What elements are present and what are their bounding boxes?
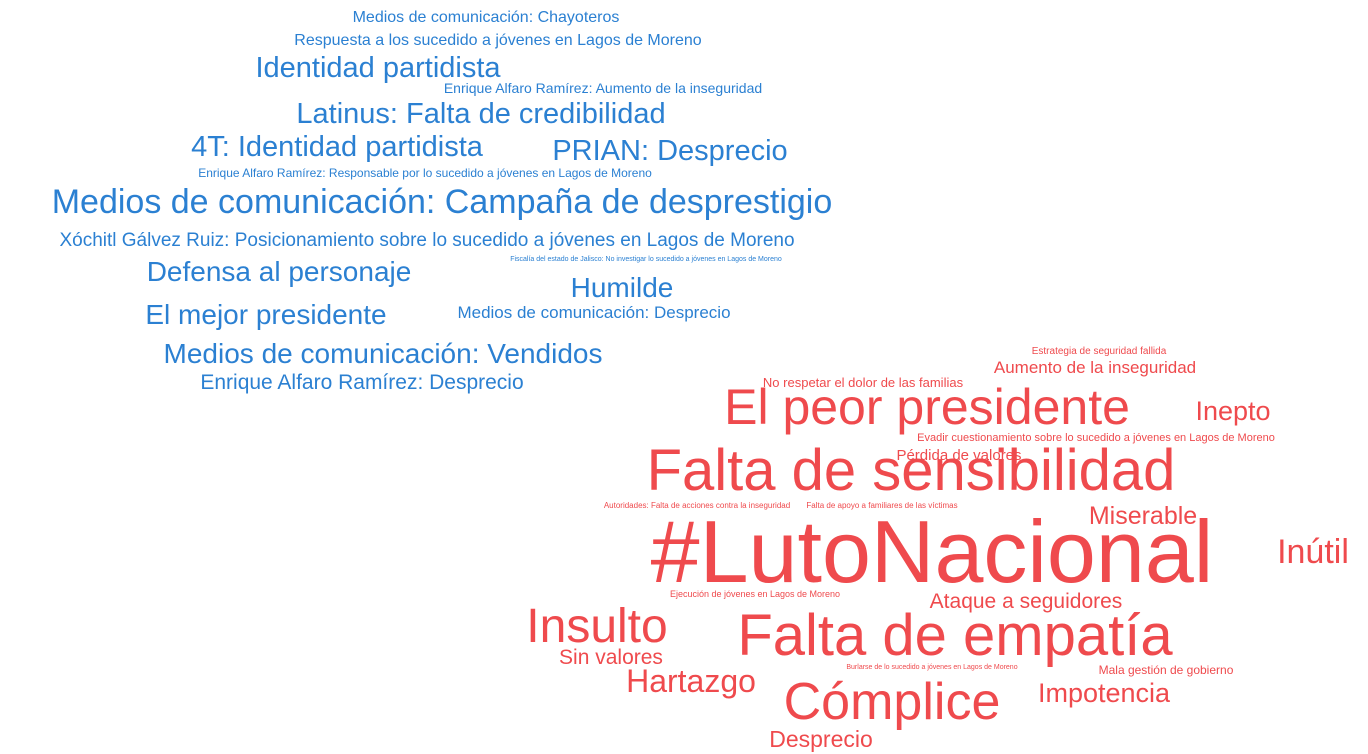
- word: Desprecio: [769, 726, 873, 752]
- word: Fiscalía del estado de Jalisco: No inves…: [510, 256, 782, 263]
- word: Inepto: [1195, 396, 1270, 426]
- word: Falta de sensibilidad: [647, 438, 1176, 503]
- word: No respetar el dolor de las familias: [763, 375, 964, 390]
- word: Medios de comunicación: Campaña de despr…: [52, 183, 833, 221]
- word: Ejecución de jóvenes en Lagos de Moreno: [670, 589, 840, 599]
- word: Medios de comunicación: Chayoteros: [353, 9, 620, 26]
- word: Ataque a seguidores: [930, 590, 1123, 613]
- word: Cómplice: [784, 673, 1001, 731]
- word: Medios de comunicación: Vendidos: [164, 338, 603, 369]
- word: Enrique Alfaro Ramírez: Desprecio: [200, 371, 523, 394]
- word: Respuesta a los sucedido a jóvenes en La…: [294, 32, 701, 49]
- word: Inútil: [1277, 533, 1349, 571]
- word: Pérdida de valores: [896, 447, 1021, 464]
- word: Enrique Alfaro Ramírez: Aumento de la in…: [444, 80, 762, 96]
- word: 4T: Identidad partidista: [191, 131, 484, 163]
- word: Evadir cuestionamiento sobre lo sucedido…: [917, 432, 1275, 444]
- word: Burlarse de lo sucedido a jóvenes en Lag…: [846, 664, 1017, 671]
- word: Mala gestión de gobierno: [1099, 663, 1234, 677]
- word: #LutoNacional: [651, 502, 1214, 601]
- word: Xóchitl Gálvez Ruiz: Posicionamiento sob…: [59, 230, 794, 251]
- word: Enrique Alfaro Ramírez: Responsable por …: [198, 166, 652, 180]
- word: Falta de empatía: [737, 603, 1173, 668]
- word: Falta de apoyo a familiares de las vícti…: [806, 501, 957, 510]
- word: Medios de comunicación: Desprecio: [457, 303, 730, 322]
- word: Miserable: [1089, 502, 1197, 530]
- word: Humilde: [571, 272, 674, 303]
- word: Autoridades: Falta de acciones contra la…: [604, 501, 790, 510]
- word: Impotencia: [1038, 678, 1171, 708]
- word: PRIAN: Desprecio: [552, 135, 787, 167]
- word: Latinus: Falta de credibilidad: [296, 98, 665, 130]
- word: Defensa al personaje: [147, 256, 412, 287]
- word: Estrategia de seguridad fallida: [1032, 346, 1167, 357]
- word: Identidad partidista: [255, 52, 501, 84]
- word: El mejor presidente: [145, 299, 386, 330]
- word: Sin valores: [559, 646, 663, 669]
- word: Insulto: [526, 600, 667, 653]
- word: El peor presidente: [724, 379, 1130, 435]
- word: Hartazgo: [626, 663, 756, 699]
- word: Aumento de la inseguridad: [994, 358, 1196, 377]
